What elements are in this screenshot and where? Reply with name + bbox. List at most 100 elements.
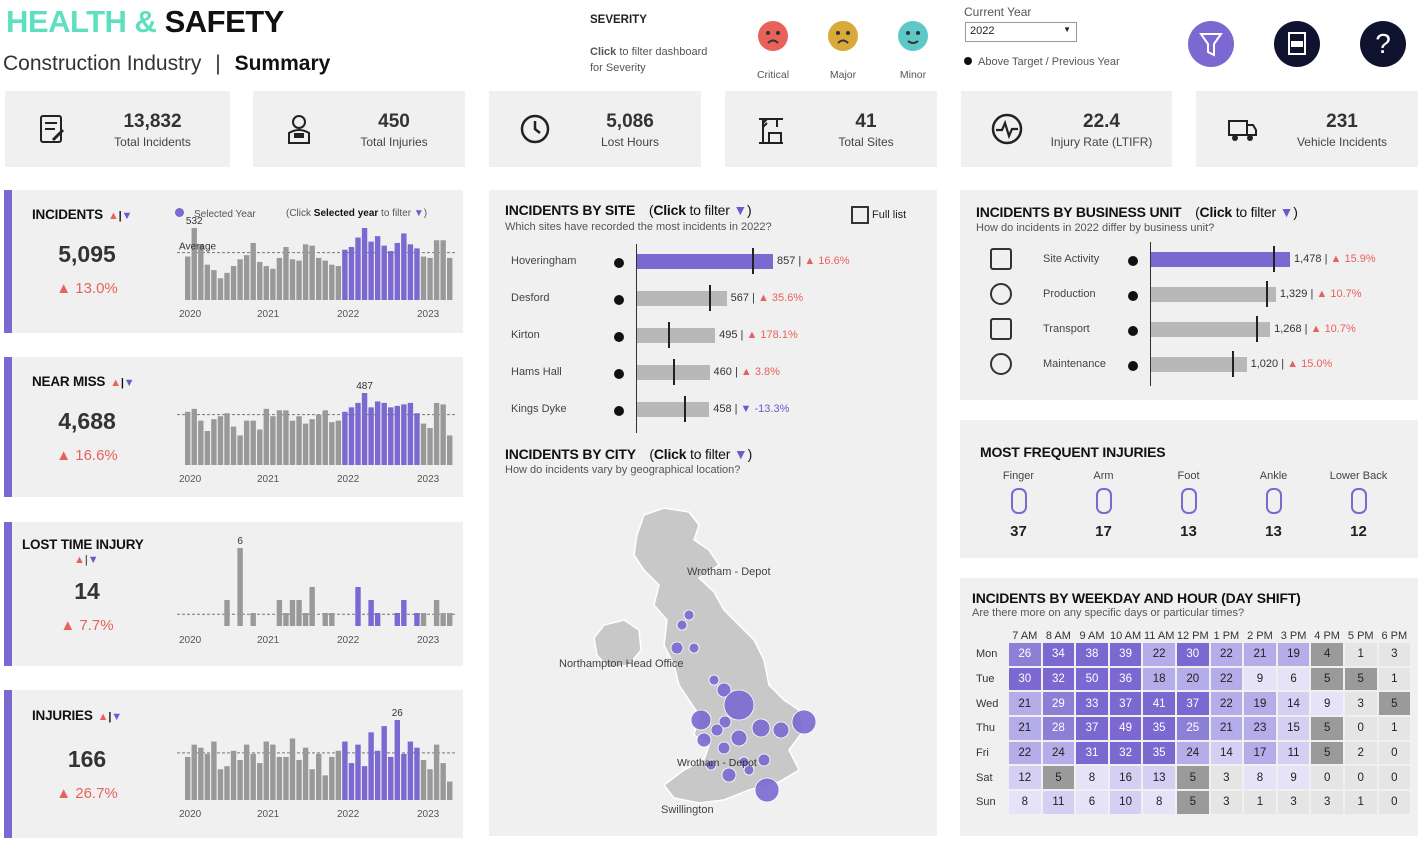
heatmap-cell[interactable]: 1 xyxy=(1377,666,1412,692)
bar[interactable] xyxy=(224,766,230,800)
bar[interactable] xyxy=(401,753,407,800)
heatmap-cell[interactable]: 5 xyxy=(1310,740,1344,766)
heatmap-cell[interactable]: 23 xyxy=(1243,716,1277,741)
city-bubble[interactable] xyxy=(757,753,771,767)
bar[interactable] xyxy=(211,270,217,300)
heatmap-cell[interactable]: 30 xyxy=(1175,642,1210,667)
bar[interactable] xyxy=(302,747,309,800)
bar[interactable] xyxy=(191,228,197,300)
kpi-card[interactable]: 41 Total Sites xyxy=(725,91,937,167)
year-select[interactable]: 2022 ▼ xyxy=(965,22,1077,42)
heatmap-cell[interactable]: 1 xyxy=(1343,642,1378,667)
bar[interactable] xyxy=(276,257,283,300)
bar[interactable] xyxy=(433,744,440,800)
bar[interactable] xyxy=(374,236,381,300)
bar[interactable] xyxy=(289,738,296,800)
bar[interactable] xyxy=(250,753,256,800)
heatmap-cell[interactable]: 34 xyxy=(1041,642,1076,667)
city-bubble[interactable] xyxy=(696,732,712,748)
bar[interactable] xyxy=(289,600,296,626)
bar[interactable] xyxy=(342,249,348,300)
heatmap-cell[interactable]: 5 xyxy=(1377,691,1412,717)
city-bubble[interactable] xyxy=(683,609,695,621)
bar[interactable] xyxy=(636,254,773,269)
bar[interactable] xyxy=(447,435,453,465)
bar[interactable] xyxy=(250,420,256,465)
bar[interactable] xyxy=(283,410,289,465)
bar[interactable] xyxy=(368,241,374,300)
bar[interactable] xyxy=(374,750,381,800)
help-button[interactable]: ? xyxy=(1360,21,1406,67)
trend-bar-chart[interactable]: 487 2020 2021 2022 2023 xyxy=(167,357,457,497)
heatmap-cell[interactable]: 5 xyxy=(1175,790,1210,815)
bar[interactable] xyxy=(276,600,283,626)
city-bubble[interactable] xyxy=(730,729,748,747)
bar[interactable] xyxy=(185,411,191,465)
city-bubble[interactable] xyxy=(772,721,790,739)
bar[interactable] xyxy=(296,260,302,300)
heatmap-cell[interactable]: 18 xyxy=(1142,666,1176,692)
city-bubble[interactable] xyxy=(723,689,755,721)
trend-bar-chart[interactable]: 6 2020 2021 2022 2023 xyxy=(167,522,457,666)
bar[interactable] xyxy=(263,408,269,465)
bar[interactable] xyxy=(342,411,348,465)
bar[interactable] xyxy=(296,760,302,800)
heatmap-cell[interactable]: 3 xyxy=(1343,691,1378,717)
bar[interactable] xyxy=(361,393,368,465)
bar[interactable] xyxy=(420,256,427,300)
bar[interactable] xyxy=(230,750,237,800)
heatmap-cell[interactable]: 9 xyxy=(1243,666,1277,692)
heatmap-cell[interactable]: 8 xyxy=(1008,790,1042,815)
bar[interactable] xyxy=(355,402,361,465)
bar[interactable] xyxy=(250,613,256,626)
heatmap-cell[interactable]: 3 xyxy=(1377,642,1412,667)
bar[interactable] xyxy=(447,613,453,626)
heatmap-cell[interactable]: 5 xyxy=(1343,666,1378,692)
bar[interactable] xyxy=(407,741,414,800)
bar[interactable] xyxy=(276,410,283,465)
bar[interactable] xyxy=(230,426,237,465)
bar[interactable] xyxy=(1150,322,1271,337)
bar[interactable] xyxy=(250,242,256,300)
kpi-card[interactable]: 5,086 Lost Hours xyxy=(489,91,701,167)
bar[interactable] xyxy=(329,264,335,300)
city-bubble[interactable] xyxy=(705,759,717,771)
heatmap-cell[interactable]: 12 xyxy=(1008,765,1042,791)
heatmap-cell[interactable]: 28 xyxy=(1041,716,1076,741)
heatmap-cell[interactable]: 32 xyxy=(1108,740,1143,766)
heatmap-cell[interactable]: 11 xyxy=(1276,740,1311,766)
bar[interactable] xyxy=(420,613,427,626)
heatmap-cell[interactable]: 0 xyxy=(1377,765,1412,791)
bar[interactable] xyxy=(198,747,204,800)
heatmap-cell[interactable]: 3 xyxy=(1276,790,1311,815)
bar[interactable] xyxy=(1150,287,1276,302)
heatmap-cell[interactable]: 15 xyxy=(1276,716,1311,741)
heatmap-cell[interactable]: 8 xyxy=(1142,790,1176,815)
bar[interactable] xyxy=(361,766,368,800)
bar[interactable] xyxy=(394,613,400,626)
city-bubble[interactable] xyxy=(688,642,700,654)
city-bubble[interactable] xyxy=(751,718,771,738)
bar[interactable] xyxy=(368,732,374,800)
heatmap-cell[interactable]: 19 xyxy=(1276,642,1311,667)
bar[interactable] xyxy=(302,613,309,626)
heatmap-cell[interactable]: 3 xyxy=(1209,765,1244,791)
trend-bar-chart[interactable]: 532 Average 2020 2021 2022 2023 xyxy=(167,190,457,333)
bar-row[interactable]: Kings Dyke 458 | ▼ -13.3% xyxy=(489,396,937,422)
heatmap-cell[interactable]: 14 xyxy=(1276,691,1311,717)
bar[interactable] xyxy=(217,416,224,465)
bar[interactable] xyxy=(335,266,342,300)
heatmap-cell[interactable]: 16 xyxy=(1108,765,1143,791)
heatmap-cell[interactable]: 22 xyxy=(1209,666,1244,692)
bar[interactable] xyxy=(185,256,191,300)
heatmap-cell[interactable]: 0 xyxy=(1343,716,1378,741)
bar[interactable] xyxy=(322,613,328,626)
bar[interactable] xyxy=(440,404,446,465)
bar[interactable] xyxy=(401,600,407,626)
heatmap-cell[interactable]: 26 xyxy=(1008,642,1042,667)
bar[interactable] xyxy=(433,402,440,465)
heatmap-cell[interactable]: 21 xyxy=(1209,716,1244,741)
city-bubble[interactable] xyxy=(721,767,737,783)
heatmap-cell[interactable]: 8 xyxy=(1243,765,1277,791)
full-list-link[interactable]: Full list xyxy=(851,206,906,224)
